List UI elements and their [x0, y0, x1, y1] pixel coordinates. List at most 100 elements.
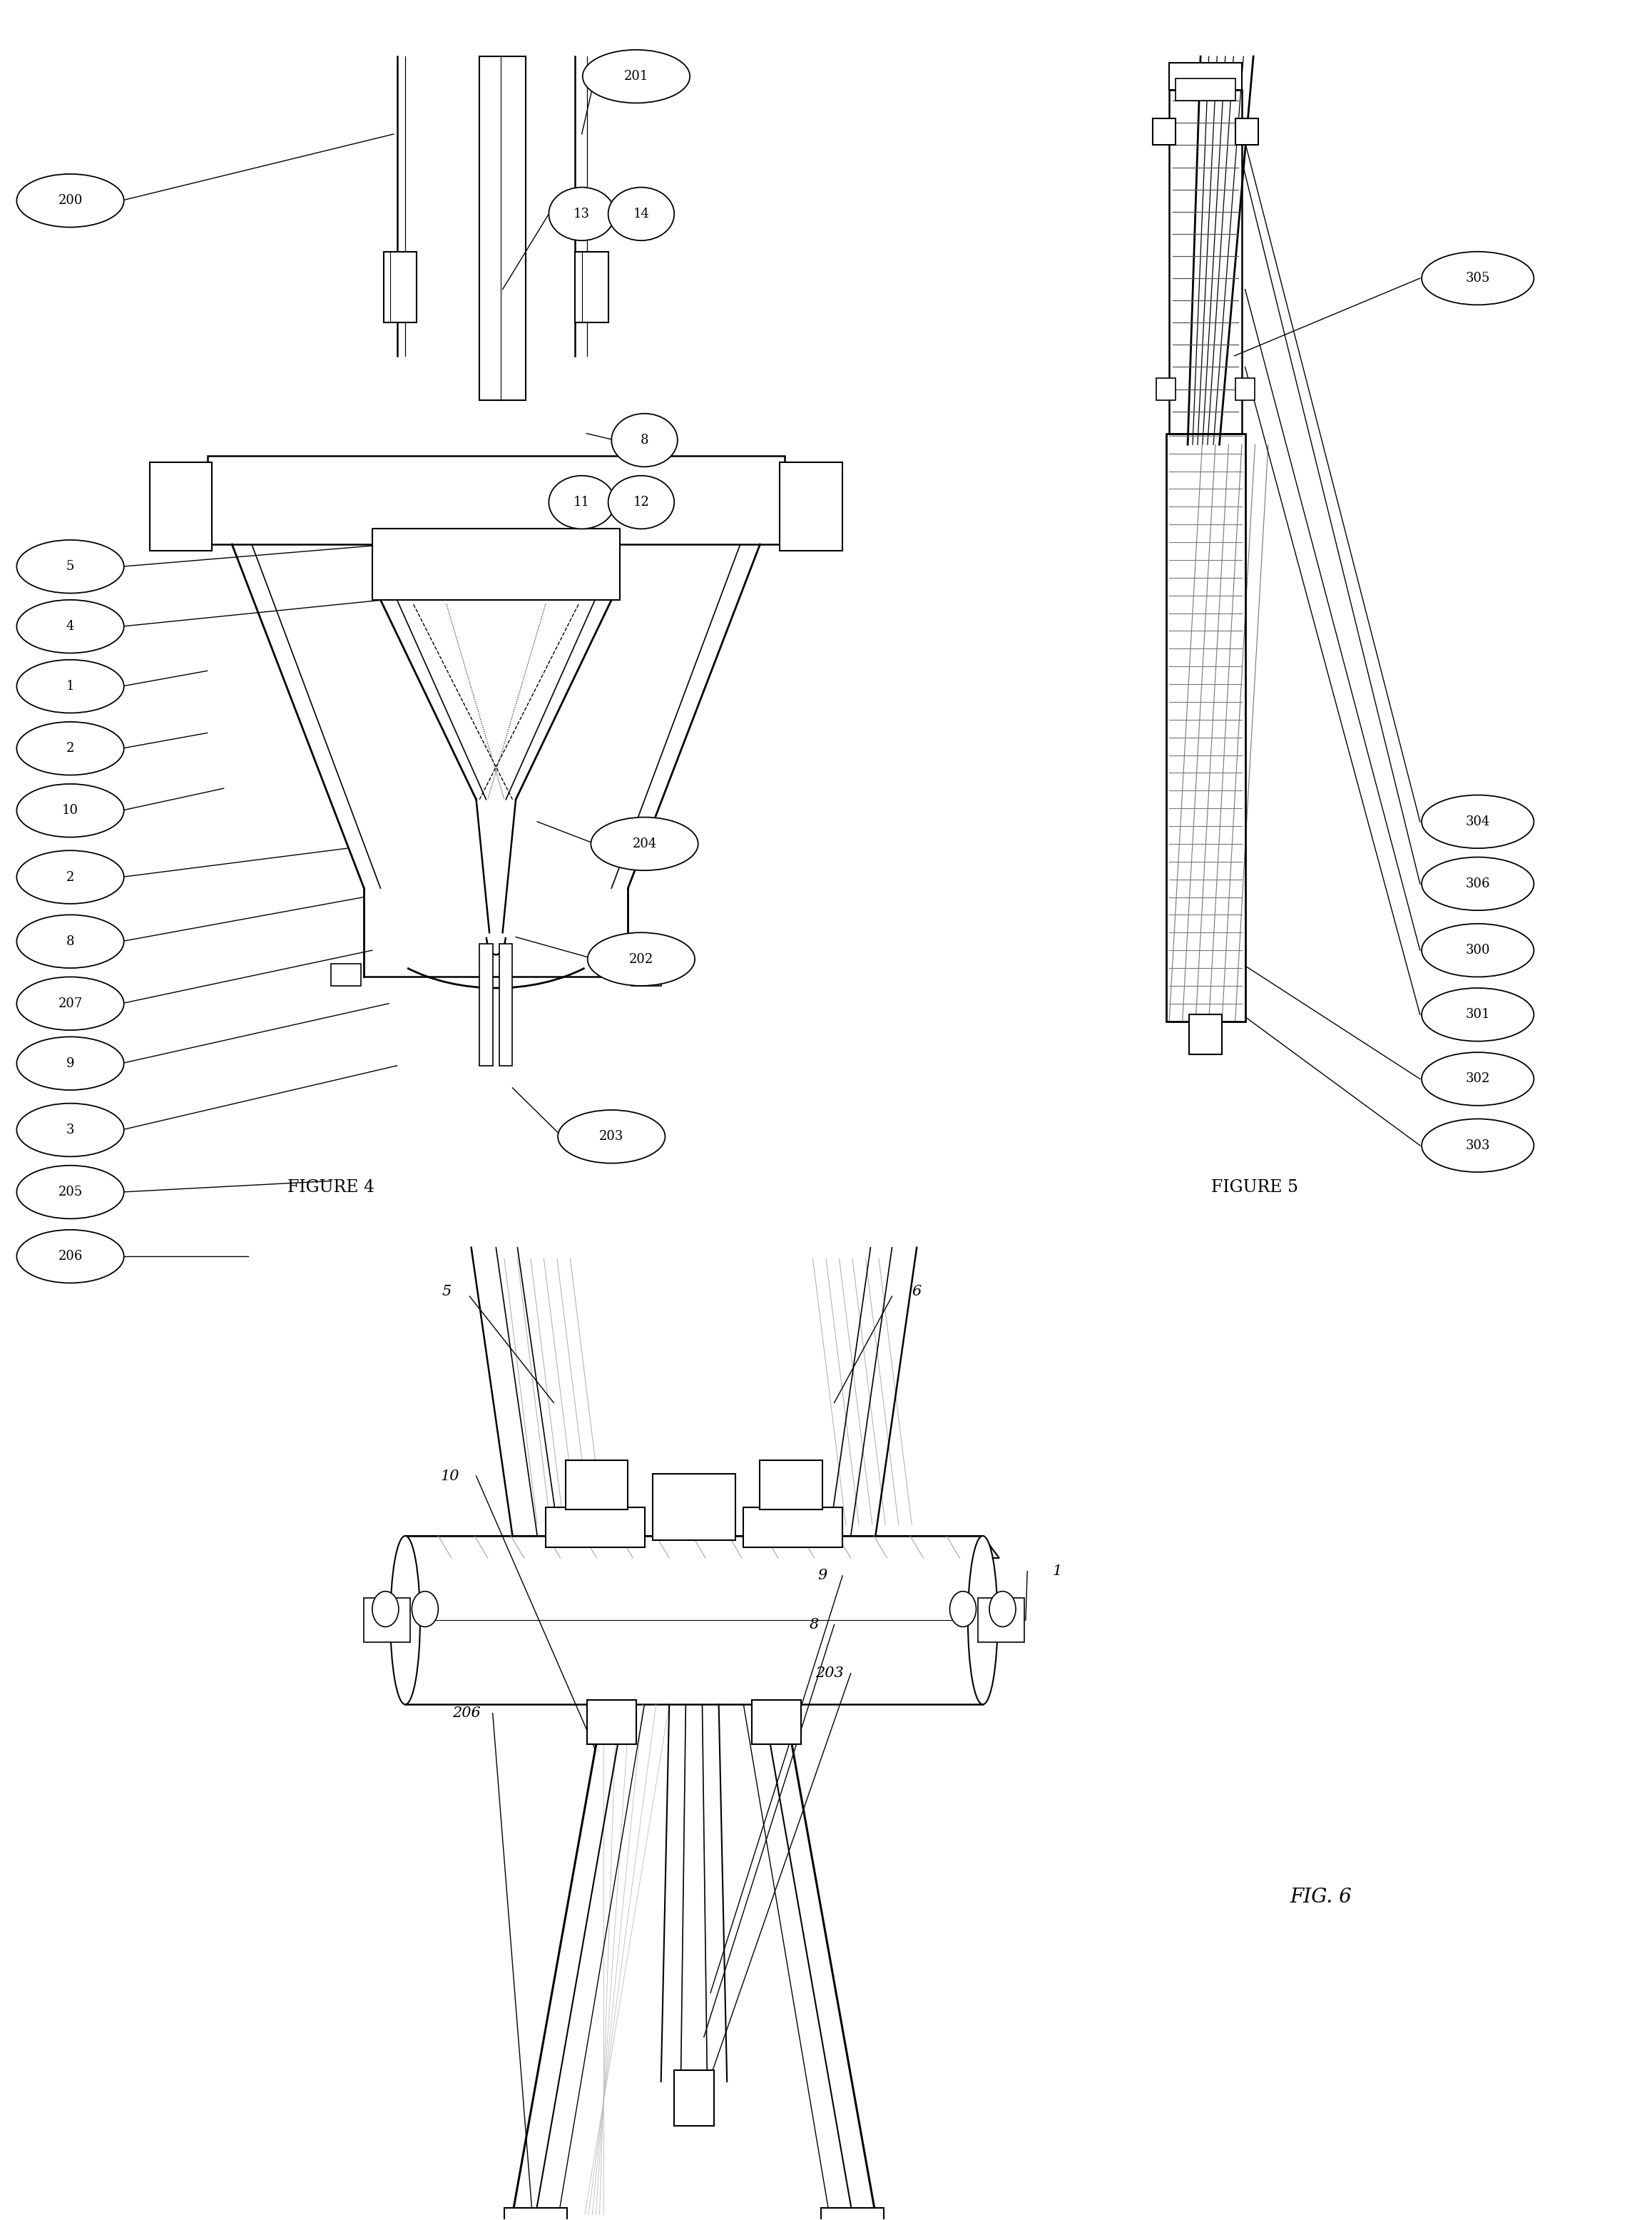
Bar — [1189, 1015, 1222, 1054]
Text: 200: 200 — [58, 193, 83, 206]
Text: FIG. 6: FIG. 6 — [1290, 1887, 1351, 1907]
Text: 303: 303 — [1465, 1139, 1490, 1152]
Text: 206: 206 — [453, 1707, 481, 1721]
Text: 8: 8 — [641, 433, 649, 446]
Ellipse shape — [17, 1103, 124, 1157]
Bar — [760, 1461, 823, 1510]
Ellipse shape — [1422, 1119, 1533, 1172]
Text: 2: 2 — [66, 741, 74, 755]
Bar — [653, 1474, 735, 1541]
Ellipse shape — [1422, 988, 1533, 1041]
Ellipse shape — [588, 932, 695, 986]
Text: 205: 205 — [58, 1185, 83, 1199]
Bar — [149, 462, 211, 551]
Text: 1: 1 — [1052, 1565, 1062, 1578]
Bar — [565, 1461, 628, 1510]
Polygon shape — [405, 1536, 999, 1558]
Ellipse shape — [17, 722, 124, 775]
Ellipse shape — [1422, 251, 1533, 304]
Ellipse shape — [1422, 857, 1533, 910]
Ellipse shape — [611, 413, 677, 466]
Bar — [504, 2209, 567, 2220]
Ellipse shape — [17, 659, 124, 713]
Text: 8: 8 — [809, 1618, 819, 1632]
Text: 12: 12 — [633, 495, 649, 508]
Text: 9: 9 — [818, 1570, 828, 1583]
Ellipse shape — [968, 1536, 998, 1705]
Text: 8: 8 — [66, 935, 74, 948]
Text: 5: 5 — [441, 1285, 451, 1299]
Polygon shape — [405, 1536, 983, 1705]
Ellipse shape — [17, 915, 124, 968]
Ellipse shape — [17, 599, 124, 653]
Bar — [1236, 118, 1259, 144]
Ellipse shape — [1422, 1052, 1533, 1106]
Bar — [631, 963, 661, 986]
Ellipse shape — [608, 475, 674, 528]
Text: FIGURE 4: FIGURE 4 — [287, 1179, 375, 1197]
Ellipse shape — [17, 784, 124, 837]
Text: 306: 306 — [1465, 877, 1490, 890]
Ellipse shape — [558, 1110, 666, 1163]
Text: 9: 9 — [66, 1057, 74, 1070]
Text: 300: 300 — [1465, 943, 1490, 957]
Text: 203: 203 — [814, 1667, 844, 1681]
Bar — [330, 963, 360, 986]
Bar — [363, 1598, 410, 1643]
Text: 301: 301 — [1465, 1008, 1490, 1021]
Circle shape — [950, 1592, 976, 1627]
Text: 13: 13 — [573, 206, 590, 220]
Ellipse shape — [1422, 795, 1533, 848]
Text: 302: 302 — [1465, 1072, 1490, 1086]
Ellipse shape — [548, 186, 615, 240]
Text: 11: 11 — [573, 495, 590, 508]
Text: 14: 14 — [633, 206, 649, 220]
Ellipse shape — [548, 475, 615, 528]
Text: 203: 203 — [600, 1130, 624, 1143]
Text: 10: 10 — [63, 804, 79, 817]
Text: 6: 6 — [912, 1285, 922, 1299]
Bar — [479, 56, 525, 400]
Bar — [575, 251, 608, 322]
Bar — [1156, 377, 1176, 400]
Text: 2: 2 — [66, 870, 74, 884]
Text: 10: 10 — [441, 1470, 459, 1483]
Circle shape — [411, 1592, 438, 1627]
Ellipse shape — [583, 49, 691, 102]
Bar — [978, 1598, 1024, 1643]
Text: 305: 305 — [1465, 271, 1490, 284]
Ellipse shape — [17, 977, 124, 1030]
Ellipse shape — [608, 186, 674, 240]
Bar — [1176, 78, 1236, 100]
Text: 202: 202 — [629, 952, 654, 966]
Ellipse shape — [17, 539, 124, 593]
Ellipse shape — [17, 850, 124, 904]
Ellipse shape — [17, 1166, 124, 1219]
Ellipse shape — [591, 817, 699, 870]
Text: 206: 206 — [58, 1250, 83, 1263]
Bar — [752, 1701, 801, 1745]
Text: 4: 4 — [66, 619, 74, 633]
Ellipse shape — [17, 173, 124, 226]
Bar — [743, 1507, 843, 1547]
Ellipse shape — [1422, 924, 1533, 977]
Bar — [1153, 118, 1176, 144]
Circle shape — [372, 1592, 398, 1627]
Text: 201: 201 — [624, 71, 649, 82]
Bar — [545, 1507, 644, 1547]
Text: 1: 1 — [66, 679, 74, 693]
Text: 3: 3 — [66, 1123, 74, 1137]
Bar — [499, 943, 512, 1066]
Bar — [206, 455, 785, 544]
Text: 5: 5 — [66, 559, 74, 573]
Bar — [1170, 62, 1242, 89]
Text: 304: 304 — [1465, 815, 1490, 828]
Bar — [674, 2071, 714, 2127]
Ellipse shape — [390, 1536, 420, 1705]
Text: 204: 204 — [633, 837, 657, 850]
Bar — [479, 943, 492, 1066]
Bar — [383, 251, 416, 322]
Bar — [1170, 89, 1242, 433]
Text: 207: 207 — [58, 997, 83, 1010]
Bar — [372, 528, 620, 599]
